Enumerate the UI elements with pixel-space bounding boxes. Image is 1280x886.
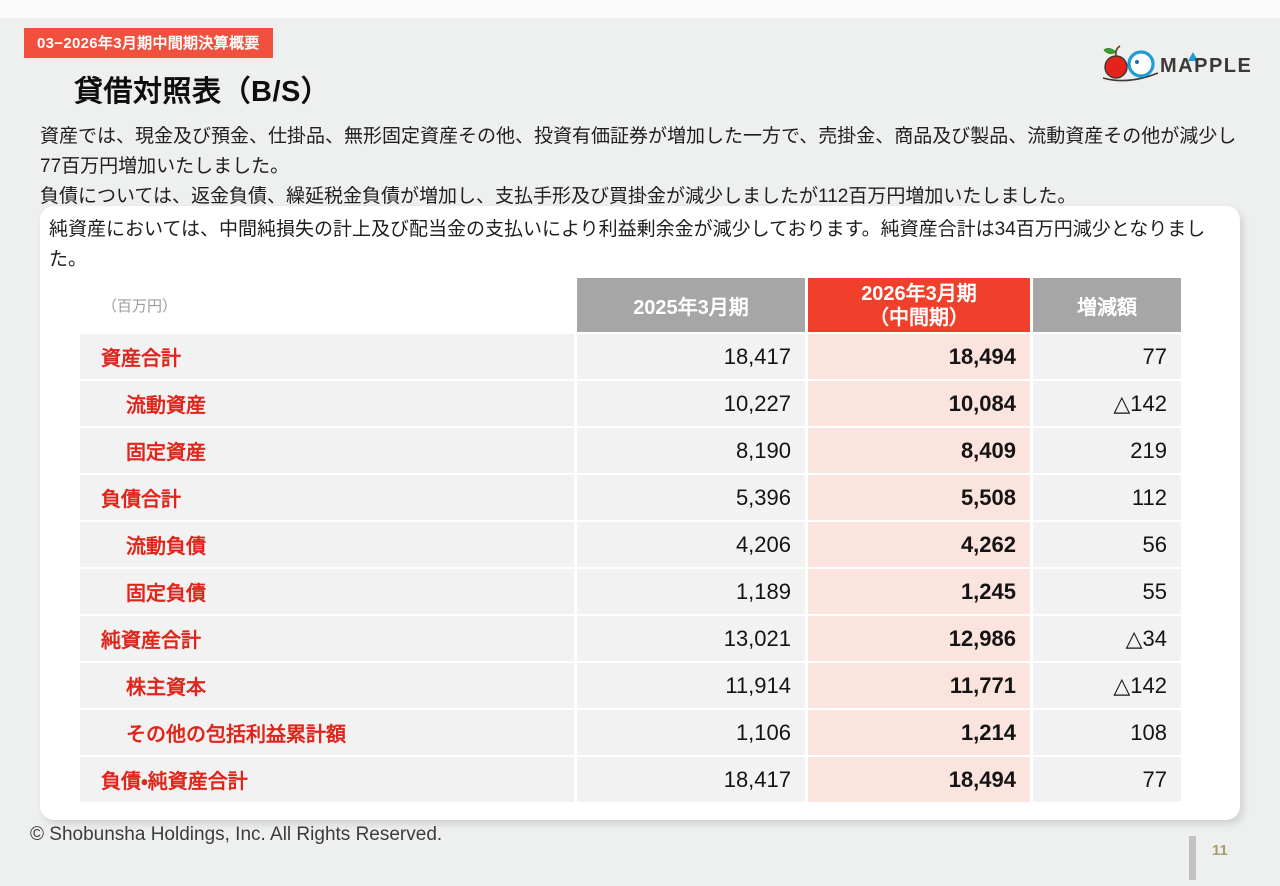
- column-header-fy2025: 2025年3月期: [577, 278, 805, 332]
- value-fy2025: 13,021: [577, 616, 805, 661]
- value-fy2025: 11,914: [577, 663, 805, 708]
- paragraph-assets: 資産では、現金及び預金、仕掛品、無形固定資産その他、投資有価証券が増加した一方で…: [40, 126, 1237, 178]
- copyright-text: © Shobunsha Holdings, Inc. All Rights Re…: [30, 824, 443, 845]
- table-row: 固定資産 8,190 8,409 219: [80, 428, 1181, 473]
- value-fy2025: 1,189: [577, 569, 805, 614]
- value-fy2025: 18,417: [577, 757, 805, 802]
- value-fy2026: 12,986: [808, 616, 1030, 661]
- mapple-logo-icon: MAPPLE: [1102, 45, 1251, 82]
- svg-text:MAPPLE: MAPPLE: [1160, 55, 1250, 77]
- balance-sheet-table: （百万円） 2025年3月期 2026年3月期 （中間期） 増減額 資産合計 1…: [77, 276, 1184, 804]
- value-diff: △142: [1033, 381, 1181, 426]
- value-diff: 108: [1033, 710, 1181, 755]
- table-row: 固定負債 1,189 1,245 55: [80, 569, 1181, 614]
- table-row: 流動負債 4,206 4,262 56: [80, 522, 1181, 567]
- value-fy2026: 5,508: [808, 475, 1030, 520]
- table-row: 負債合計 5,396 5,508 112: [80, 475, 1181, 520]
- page-title: 貸借対照表（B/S）: [74, 76, 331, 108]
- paragraph-net-assets: 純資産においては、中間純損失の計上及び配当金の支払いにより利益剰余金が減少してお…: [49, 219, 1206, 271]
- row-label: 純資産合計: [80, 616, 574, 661]
- page-number-divider: [1189, 836, 1196, 880]
- intro-paragraphs: 資産では、現金及び預金、仕掛品、無形固定資産その他、投資有価証券が増加した一方で…: [40, 122, 1248, 212]
- column-header-fy2026: 2026年3月期 （中間期）: [808, 278, 1030, 332]
- table-row: 資産合計 18,417 18,494 77: [80, 334, 1181, 379]
- paragraph-liabilities: 負債については、返金負債、繰延税金負債が増加し、支払手形及び買掛金が減少しました…: [40, 186, 1077, 208]
- column-header-diff: 増減額: [1033, 278, 1181, 332]
- value-fy2025: 8,190: [577, 428, 805, 473]
- value-fy2025: 10,227: [577, 381, 805, 426]
- unit-label: （百万円）: [80, 278, 574, 332]
- table-row: 純資産合計 13,021 12,986 △34: [80, 616, 1181, 661]
- section-badge-label: 03−2026年3月期中間期決算概要: [37, 35, 260, 52]
- page-number: 11: [1212, 842, 1228, 859]
- row-label: 負債・純資産合計: [80, 757, 574, 802]
- value-fy2025: 4,206: [577, 522, 805, 567]
- value-diff: 219: [1033, 428, 1181, 473]
- value-diff: 112: [1033, 475, 1181, 520]
- row-label: 資産合計: [80, 334, 574, 379]
- row-label: 固定資産: [80, 428, 574, 473]
- table-header-row: （百万円） 2025年3月期 2026年3月期 （中間期） 増減額: [80, 278, 1181, 332]
- value-fy2026: 11,771: [808, 663, 1030, 708]
- value-diff: △34: [1033, 616, 1181, 661]
- row-label: 株主資本: [80, 663, 574, 708]
- row-label: 流動負債: [80, 522, 574, 567]
- mapple-logo: MAPPLE: [1100, 40, 1251, 91]
- top-strip: [0, 0, 1280, 18]
- table-row: 株主資本 11,914 11,771 △142: [80, 663, 1181, 708]
- table-row: 流動資産 10,227 10,084 △142: [80, 381, 1181, 426]
- table-row: 負債・純資産合計 18,417 18,494 77: [80, 757, 1181, 802]
- value-fy2025: 5,396: [577, 475, 805, 520]
- value-fy2026: 8,409: [808, 428, 1030, 473]
- value-fy2026: 18,494: [808, 334, 1030, 379]
- value-diff: 77: [1033, 757, 1181, 802]
- value-diff: 56: [1033, 522, 1181, 567]
- content-card: 純資産においては、中間純損失の計上及び配当金の支払いにより利益剰余金が減少してお…: [40, 206, 1240, 820]
- column-header-fy2026-line2: （中間期）: [869, 307, 969, 329]
- column-header-fy2026-line1: 2026年3月期: [861, 282, 977, 305]
- value-fy2026: 1,245: [808, 569, 1030, 614]
- section-badge: 03−2026年3月期中間期決算概要: [24, 28, 273, 58]
- value-fy2025: 1,106: [577, 710, 805, 755]
- table-row: その他の包括利益累計額 1,106 1,214 108: [80, 710, 1181, 755]
- value-diff: △142: [1033, 663, 1181, 708]
- value-fy2025: 18,417: [577, 334, 805, 379]
- value-diff: 55: [1033, 569, 1181, 614]
- row-label: 固定負債: [80, 569, 574, 614]
- value-diff: 77: [1033, 334, 1181, 379]
- value-fy2026: 10,084: [808, 381, 1030, 426]
- value-fy2026: 18,494: [808, 757, 1030, 802]
- value-fy2026: 4,262: [808, 522, 1030, 567]
- row-label: その他の包括利益累計額: [80, 710, 574, 755]
- row-label: 負債合計: [80, 475, 574, 520]
- value-fy2026: 1,214: [808, 710, 1030, 755]
- row-label: 流動資産: [80, 381, 574, 426]
